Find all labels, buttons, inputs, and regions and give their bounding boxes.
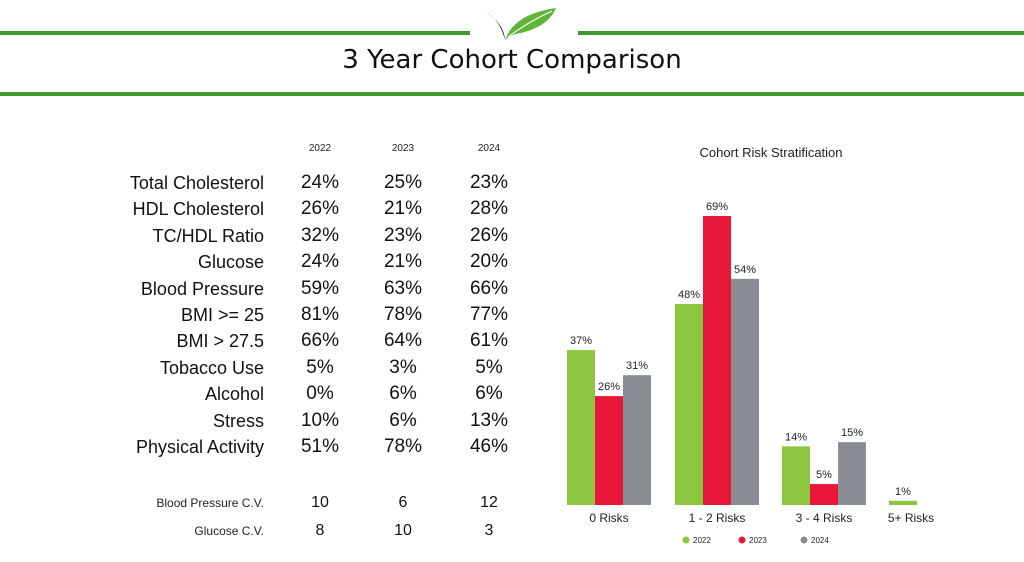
bar-2022 bbox=[567, 350, 595, 505]
cv-label: Glucose C.V. bbox=[194, 524, 264, 538]
cv-value: 10 bbox=[311, 494, 329, 511]
metric-value: 66% bbox=[300, 330, 340, 352]
header-rule-right bbox=[578, 31, 1024, 35]
cv-value: 3 bbox=[484, 522, 494, 539]
category-label: 1 - 2 Risks bbox=[689, 511, 746, 525]
metric-value: 23% bbox=[383, 224, 423, 246]
category-label: 5+ Risks bbox=[888, 511, 934, 525]
metric-value: 3% bbox=[389, 356, 417, 378]
category-label: 3 - 4 Risks bbox=[796, 511, 853, 525]
metric-value: 78% bbox=[383, 436, 423, 457]
metric-value: 25% bbox=[383, 172, 423, 193]
data-label: 31% bbox=[626, 360, 648, 372]
metric-label: Stress bbox=[212, 410, 264, 431]
metric-value: 5% bbox=[306, 356, 334, 378]
data-label: 5% bbox=[816, 469, 832, 481]
cv-label: Blood Pressure C.V. bbox=[156, 496, 264, 510]
header-rule-bottom bbox=[0, 92, 1024, 96]
metric-value: 5% bbox=[475, 356, 503, 378]
metric-value: 10% bbox=[300, 409, 340, 431]
bar-2024 bbox=[731, 278, 759, 505]
cv-value: 10 bbox=[394, 522, 412, 539]
metric-value: 21% bbox=[383, 198, 423, 220]
data-label: 69% bbox=[706, 201, 728, 213]
bar-2023 bbox=[595, 396, 623, 505]
metric-value: 6% bbox=[475, 383, 503, 405]
legend-label: 2023 bbox=[749, 536, 767, 545]
chart-title: Cohort Risk Stratification bbox=[699, 145, 842, 160]
cv-value: 12 bbox=[480, 494, 498, 511]
year-header: 2022 bbox=[308, 143, 332, 154]
bar-2022 bbox=[889, 500, 917, 505]
legend-label: 2024 bbox=[811, 536, 829, 545]
category-label: 0 Risks bbox=[589, 511, 628, 525]
metric-label: Alcohol bbox=[204, 384, 264, 405]
metric-value: 20% bbox=[469, 251, 509, 273]
metric-value: 66% bbox=[469, 277, 509, 299]
legend-label: 2022 bbox=[693, 536, 711, 545]
data-label: 48% bbox=[678, 289, 700, 301]
metric-value: 81% bbox=[300, 304, 340, 325]
leaf-logo-icon bbox=[486, 8, 556, 40]
metric-value: 23% bbox=[469, 172, 509, 193]
metric-label: Physical Activity bbox=[135, 437, 264, 457]
bar-2022 bbox=[782, 446, 810, 505]
metric-value: 46% bbox=[469, 436, 509, 457]
cv-value: 8 bbox=[315, 522, 325, 539]
year-header: 2024 bbox=[477, 143, 501, 154]
legend-marker-2022 bbox=[682, 536, 690, 544]
data-label: 1% bbox=[895, 486, 911, 498]
data-label: 14% bbox=[785, 431, 807, 443]
metric-value: 51% bbox=[300, 436, 340, 457]
bar-2022 bbox=[675, 303, 703, 505]
metric-label: TC/HDL Ratio bbox=[152, 225, 264, 246]
metric-label: Blood Pressure bbox=[140, 278, 264, 299]
metric-value: 6% bbox=[389, 409, 417, 431]
metric-value: 63% bbox=[383, 277, 423, 299]
data-label: 15% bbox=[841, 427, 863, 439]
metric-value: 26% bbox=[469, 224, 509, 246]
bar-2023 bbox=[703, 216, 731, 505]
data-label: 54% bbox=[734, 264, 756, 276]
bar-2023 bbox=[810, 484, 838, 505]
cv-value: 6 bbox=[398, 494, 408, 511]
metric-label: Tobacco Use bbox=[159, 357, 264, 378]
metric-label: Total Cholesterol bbox=[129, 173, 264, 193]
metric-value: 32% bbox=[300, 224, 340, 246]
metric-label: Glucose bbox=[197, 252, 264, 273]
risk-stratification-chart: Cohort Risk Stratification 37% 48% 14% 1% 26%… bbox=[567, 145, 934, 545]
metric-value: 21% bbox=[383, 251, 423, 273]
metric-value: 0% bbox=[306, 383, 334, 405]
legend-marker-2024 bbox=[800, 536, 808, 544]
metric-value: 6% bbox=[389, 383, 417, 405]
metric-label: BMI >= 25 bbox=[180, 305, 264, 325]
metric-value: 59% bbox=[300, 277, 340, 299]
metric-label: HDL Cholesterol bbox=[132, 199, 264, 220]
metric-value: 28% bbox=[469, 198, 509, 220]
metric-value: 61% bbox=[469, 330, 509, 352]
metric-value: 13% bbox=[469, 409, 509, 431]
metric-value: 24% bbox=[300, 172, 340, 193]
page-title: 3 Year Cohort Comparison bbox=[342, 45, 682, 75]
metric-value: 77% bbox=[469, 304, 509, 325]
metric-value: 26% bbox=[300, 198, 340, 220]
data-label: 26% bbox=[598, 381, 620, 393]
header-rule-left bbox=[0, 31, 470, 35]
metric-value: 64% bbox=[383, 330, 423, 352]
bar-2024 bbox=[623, 375, 651, 505]
legend-marker-2023 bbox=[738, 536, 746, 544]
metric-value: 78% bbox=[383, 304, 423, 325]
bar-2024 bbox=[838, 442, 866, 505]
year-header: 2023 bbox=[391, 143, 415, 154]
data-label: 37% bbox=[570, 335, 592, 347]
metric-label: BMI > 27.5 bbox=[176, 331, 264, 352]
metric-value: 24% bbox=[300, 251, 340, 273]
